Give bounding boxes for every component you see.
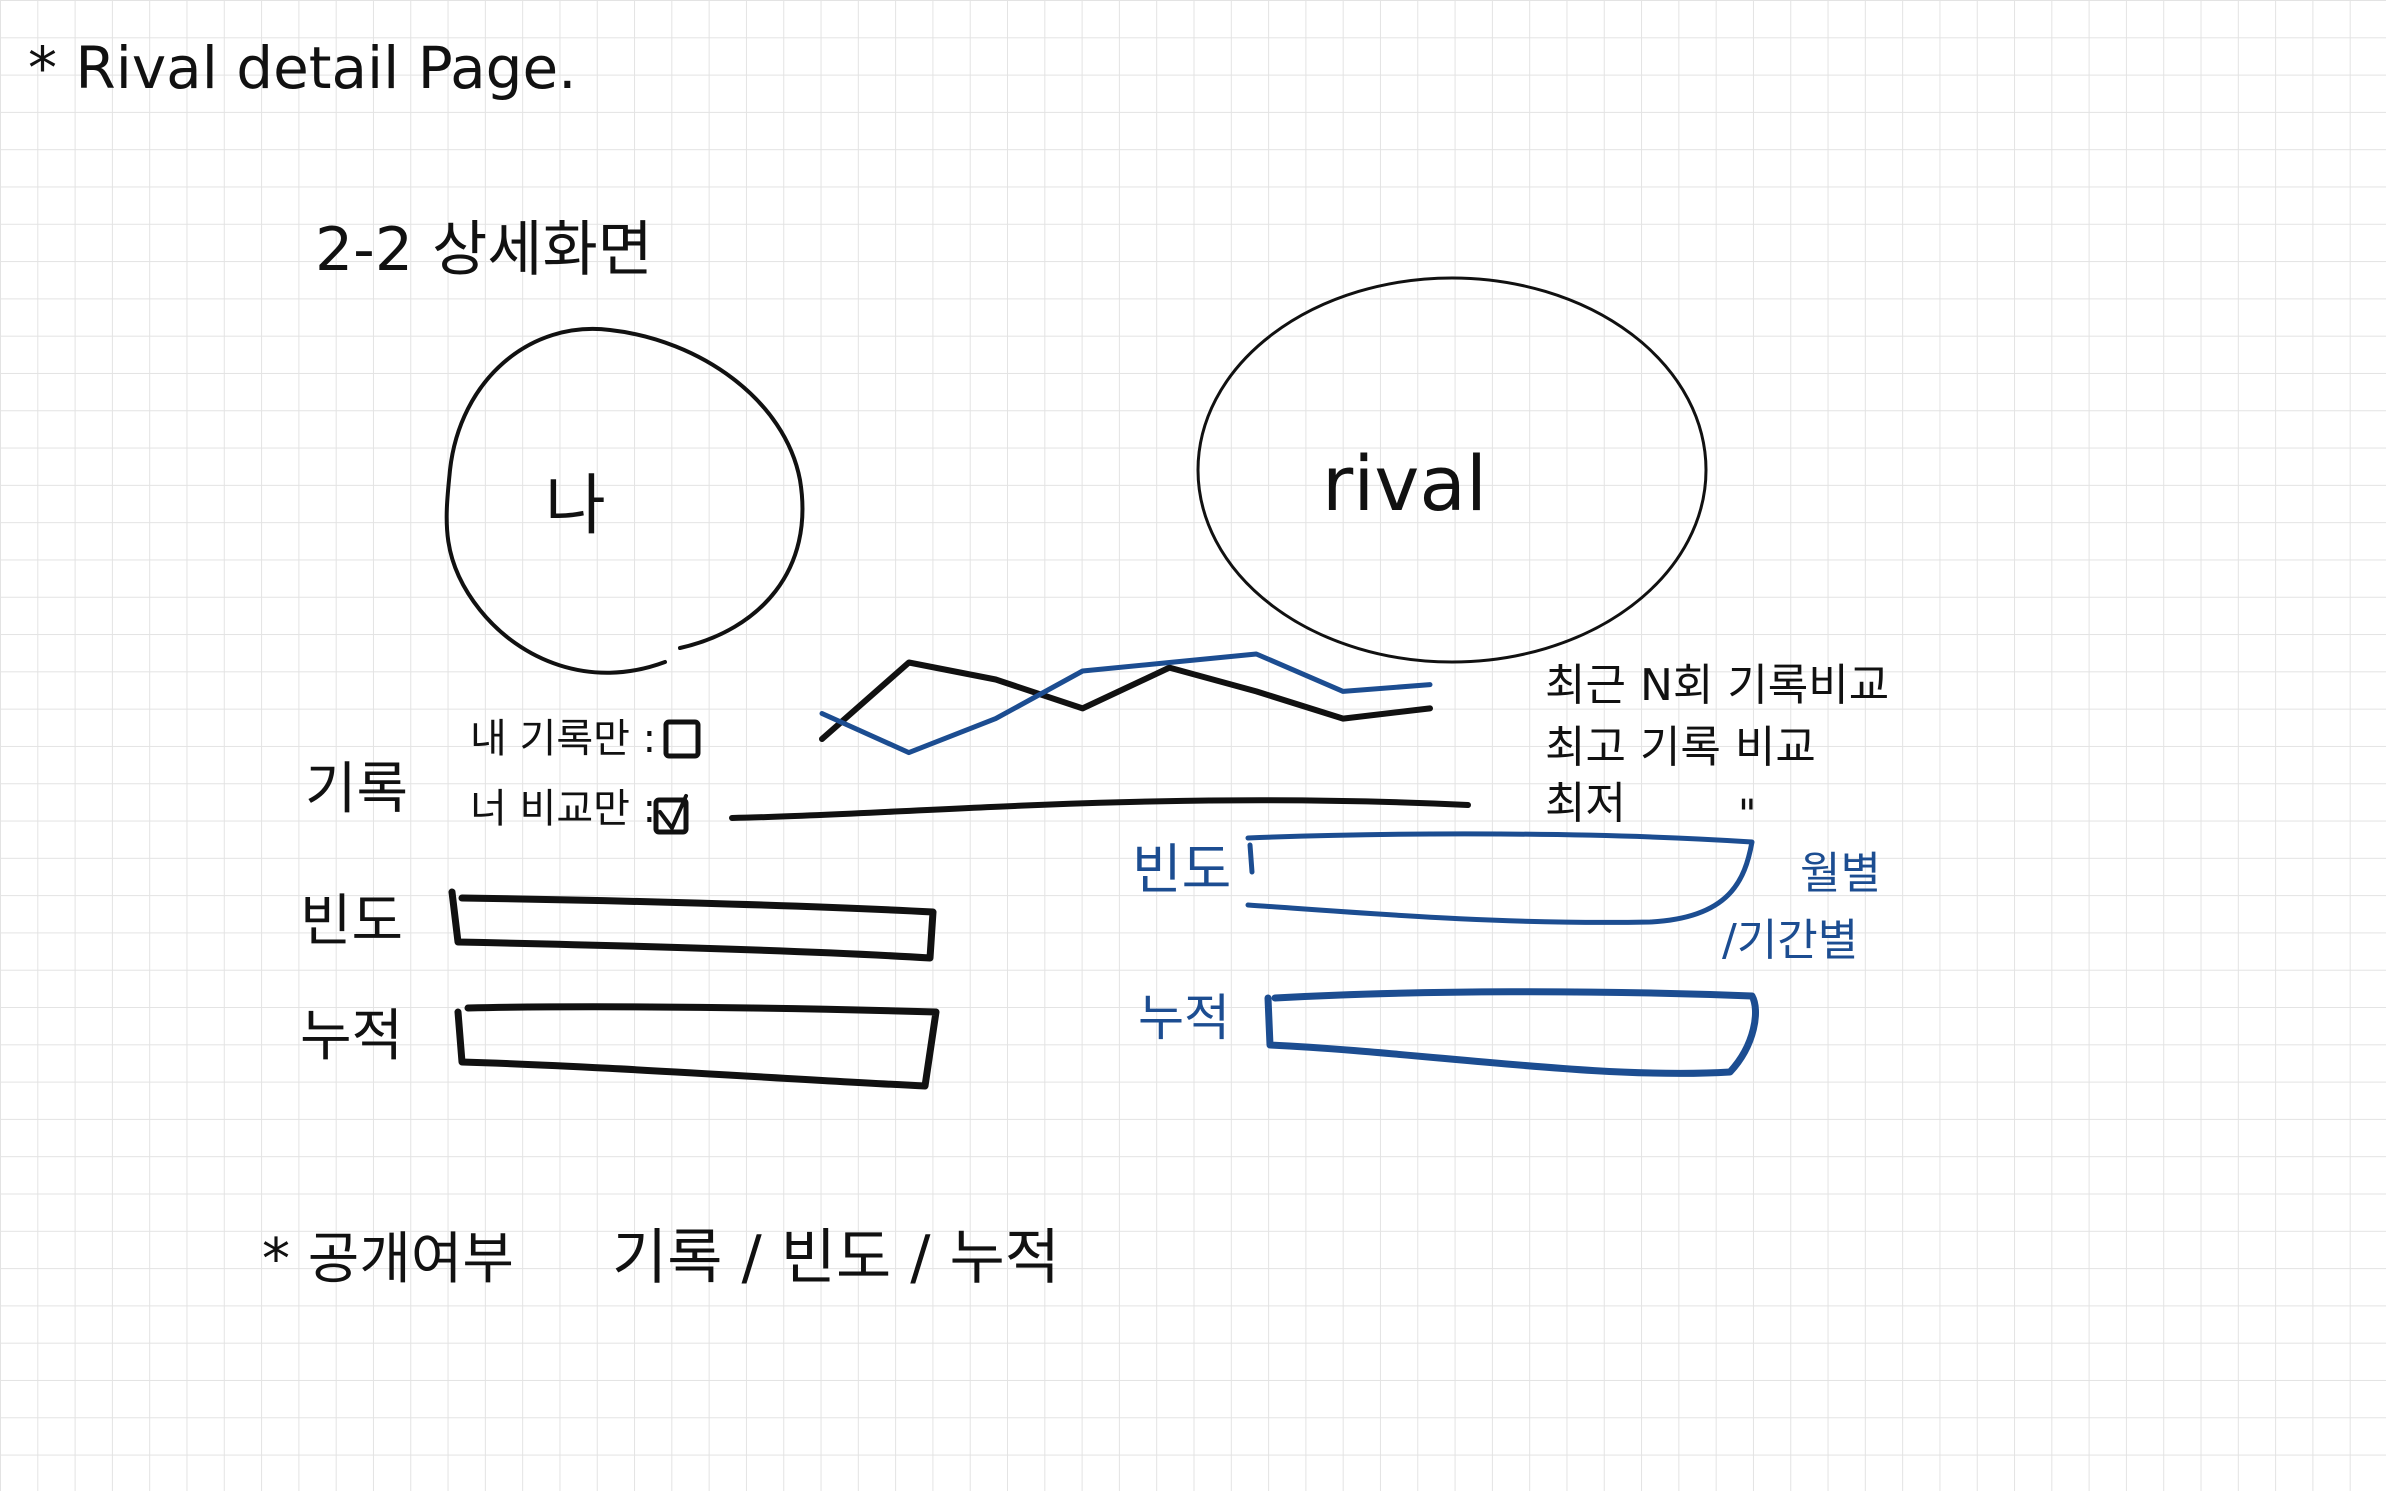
right-cumulative-bar: [1264, 988, 1759, 1077]
left-cumulative-bar: [454, 1003, 940, 1090]
chart-note-recent: 최근 N회 기록비교: [1545, 660, 1889, 711]
record-label: 기록: [305, 757, 408, 822]
record-option-mine-label: 내 기록만 :: [470, 716, 656, 762]
section-title: 2-2 상세화면: [315, 215, 653, 285]
my-avatar-circle: [444, 326, 805, 675]
chart-note-worst: 최저: [1545, 778, 1626, 829]
record-option-compare-label: 너 비교만 :: [470, 786, 656, 832]
chart-note-ditto: ": [1738, 792, 1756, 838]
chart-baseline: [729, 797, 1471, 821]
public-visibility-label: * 공개여부: [262, 1227, 514, 1292]
left-cumulative-label: 누적: [300, 1004, 403, 1069]
my-avatar-label: 나: [545, 467, 606, 544]
public-visibility-options: 기록 / 빈도 / 누적: [612, 1223, 1060, 1293]
chart-note-best: 최고 기록 비교: [1545, 722, 1816, 773]
chart-series-line-black: [819, 659, 1433, 742]
rival-avatar-circle: [1196, 276, 1708, 664]
right-frequency-label: 빈도: [1132, 838, 1231, 901]
right-cumulative-label: 누적: [1138, 989, 1230, 1047]
right-frequency-note-monthly: 월별: [1800, 848, 1881, 899]
left-frequency-bar: [448, 888, 937, 962]
record-option-mine-checkbox[interactable]: [663, 719, 701, 759]
right-frequency-bar: [1245, 831, 1755, 925]
check-icon: [658, 794, 688, 830]
left-frequency-label: 빈도: [300, 889, 403, 954]
page-title: * Rival detail Page.: [28, 34, 577, 102]
right-frequency-note-period: /기간별: [1722, 915, 1858, 966]
chart-series-line-blue: [819, 651, 1433, 756]
record-option-compare-checkbox[interactable]: [653, 797, 689, 835]
rival-avatar-label: rival: [1322, 439, 1487, 528]
record-comparison-chart: [729, 651, 1471, 821]
